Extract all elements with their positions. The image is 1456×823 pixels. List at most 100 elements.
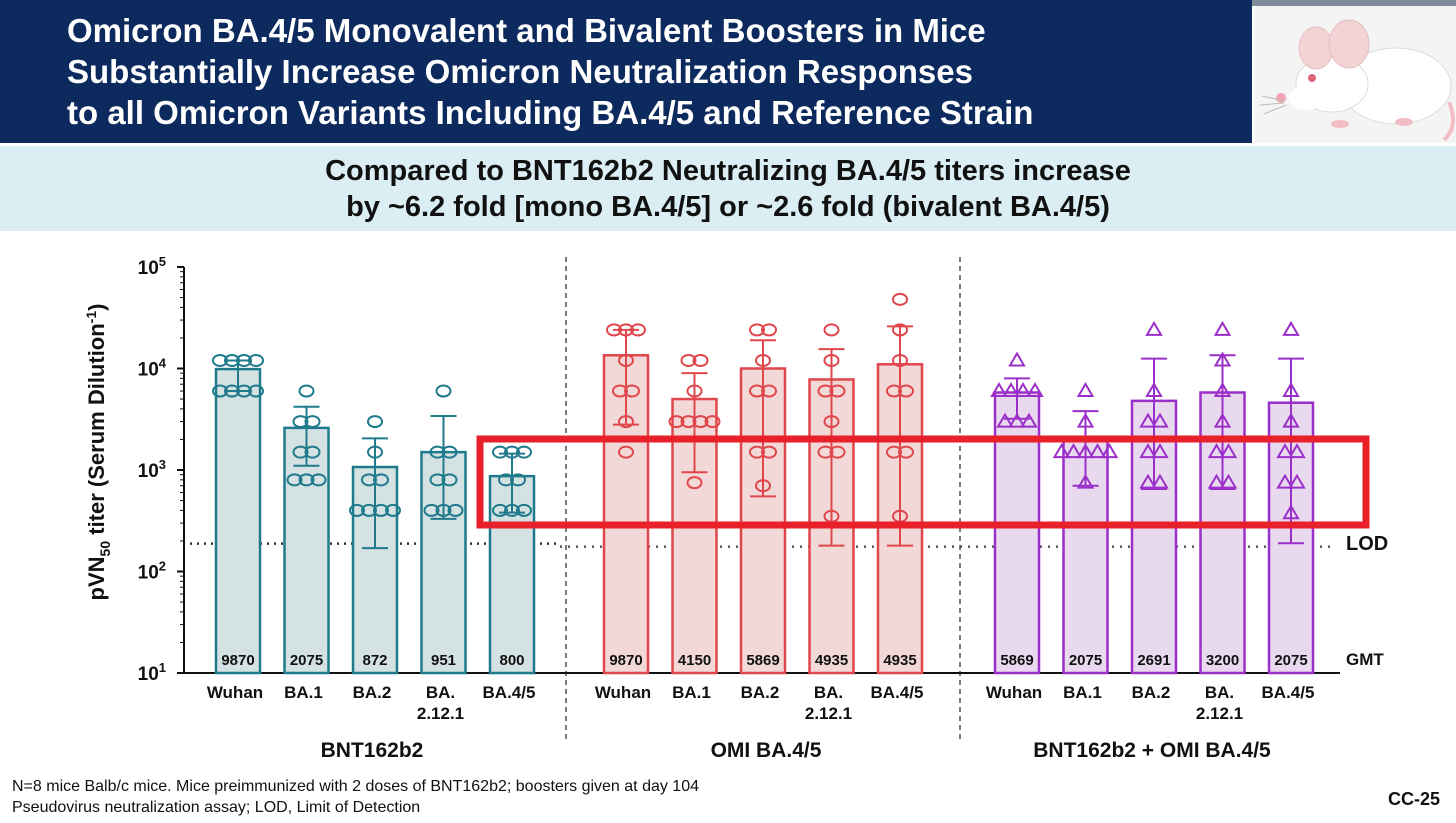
data-point — [668, 415, 685, 429]
bar — [993, 391, 1041, 675]
gmt-value: 2691 — [1137, 652, 1170, 669]
data-point — [1282, 504, 1300, 520]
footnote-line-1: N=8 mice Balb/c mice. Mice preimmunized … — [12, 778, 699, 795]
title-line-2: Substantially Increase Omicron Neutraliz… — [67, 53, 973, 90]
x-tick-label: BA.4/5 — [1262, 683, 1315, 702]
bar — [283, 426, 330, 675]
data-point — [749, 323, 765, 337]
gmt-value: 9870 — [609, 652, 642, 669]
data-point — [761, 384, 777, 398]
data-point — [498, 473, 514, 487]
data-point — [367, 445, 383, 459]
x-tick-label: BA. — [426, 683, 455, 702]
highlight-box — [476, 435, 1370, 529]
data-point — [892, 323, 908, 337]
group-label: BNT162b2 + OMI BA.4/5 — [1033, 739, 1271, 762]
data-point — [618, 323, 634, 337]
data-point — [423, 503, 440, 517]
data-point — [1207, 443, 1226, 459]
gmt-value: 3200 — [1206, 652, 1239, 669]
data-point — [630, 323, 646, 337]
data-point — [1139, 412, 1157, 428]
gmt-value: 800 — [499, 652, 524, 669]
data-point — [1100, 443, 1119, 459]
data-point — [1139, 443, 1157, 459]
slide-number: CC-25 — [1387, 789, 1440, 809]
x-tick-label: BA.4/5 — [483, 683, 536, 702]
titer-chart: 101 102 103 104 105 pVN50 titer (Serum Diluti… — [83, 254, 1370, 762]
data-point — [823, 415, 840, 429]
data-point — [1088, 443, 1107, 459]
x-tick-label: BA.2 — [1132, 683, 1171, 702]
data-point — [1145, 320, 1163, 336]
x-tick-label: BA.1 — [1063, 683, 1102, 702]
data-point — [248, 353, 264, 367]
data-point — [504, 445, 520, 459]
group-label: BNT162b2 — [321, 739, 424, 762]
data-point — [429, 445, 446, 459]
group-label: OMI BA.4/5 — [711, 739, 822, 762]
subtitle-band — [0, 143, 1456, 231]
data-point — [1064, 443, 1083, 459]
slide-title: Omicron BA.4/5 Monovalent and Bivalent B… — [67, 10, 1237, 133]
data-point — [361, 503, 377, 517]
data-point — [886, 445, 902, 459]
x-tick-label: BA.1 — [672, 683, 711, 702]
subtitle-line-2: by ~6.2 fold [mono BA.4/5] or ~2.6 fold … — [346, 191, 1110, 223]
data-point — [1219, 443, 1238, 459]
gmt-value: 5869 — [746, 652, 779, 669]
data-point — [361, 473, 377, 487]
data-point — [435, 384, 452, 398]
data-point — [1076, 443, 1095, 459]
data-point — [686, 384, 703, 398]
data-point — [224, 353, 240, 367]
data-point — [441, 445, 458, 459]
slide-header: Omicron BA.4/5 Monovalent and Bivalent B… — [0, 0, 1252, 143]
x-tick-label: BA. — [1205, 683, 1234, 702]
data-point — [1076, 412, 1095, 428]
data-point — [692, 415, 709, 429]
group-1: 9870 Wuhan 2075 BA.1 872 BA.2 951 BA. 2.12.1 800 B… — [207, 353, 536, 762]
data-point — [1213, 412, 1232, 428]
data-point — [373, 473, 389, 487]
data-point — [1282, 320, 1300, 336]
data-point — [492, 445, 508, 459]
data-point — [1213, 351, 1232, 367]
data-point — [1151, 443, 1169, 459]
data-point — [1008, 351, 1026, 367]
data-point — [618, 353, 634, 367]
x-tick-label: 2.12.1 — [805, 704, 852, 723]
lod-label: LOD — [1346, 533, 1389, 555]
data-point — [996, 412, 1014, 428]
data-point — [1282, 412, 1300, 428]
data-point — [898, 445, 914, 459]
data-point — [817, 445, 834, 459]
data-point — [749, 445, 765, 459]
bar — [214, 367, 262, 675]
gmt-value: 2075 — [1069, 652, 1102, 669]
data-point — [823, 323, 840, 337]
data-point — [385, 503, 401, 517]
data-point — [1076, 382, 1095, 398]
x-tick-label: BA.1 — [284, 683, 323, 702]
y-axis-label: pVN50 titer (Serum Dilution-1) — [83, 304, 113, 601]
y-tick-label: 105 — [138, 254, 166, 279]
data-point — [892, 292, 908, 306]
data-point — [680, 415, 697, 429]
data-point — [1076, 473, 1095, 489]
data-point — [1151, 412, 1169, 428]
data-point — [755, 479, 771, 493]
data-point — [817, 384, 834, 398]
data-point — [367, 415, 383, 429]
data-point — [886, 384, 902, 398]
data-point — [1282, 382, 1300, 398]
gmt-value: 2075 — [1274, 652, 1307, 669]
data-point — [304, 415, 321, 429]
data-point — [898, 384, 914, 398]
data-point — [349, 503, 365, 517]
gmt-value: 2075 — [290, 652, 323, 669]
data-point — [236, 353, 252, 367]
data-point — [1288, 473, 1306, 489]
data-point — [823, 353, 840, 367]
data-point — [892, 353, 908, 367]
